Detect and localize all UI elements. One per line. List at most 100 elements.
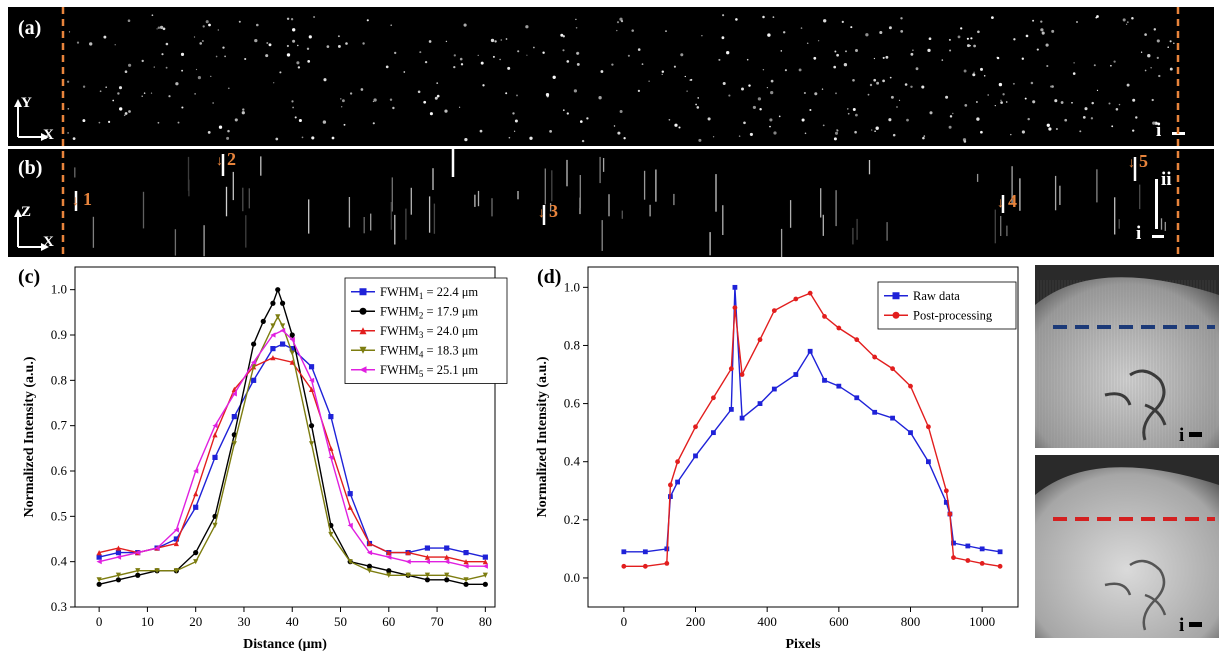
particle-dot	[82, 85, 86, 88]
particle-dot	[119, 107, 123, 111]
particle-dot	[453, 65, 456, 69]
particle-dot	[697, 97, 699, 99]
particle-dot	[841, 20, 844, 24]
particle-dot	[68, 31, 71, 33]
particle-dot	[217, 29, 219, 31]
data-point	[807, 290, 813, 296]
marker-1: ↓ 1	[72, 189, 92, 209]
data-point	[359, 327, 367, 335]
x-tick-label: 1000	[969, 614, 995, 629]
particle-dot	[879, 30, 883, 35]
particle-dot	[1021, 57, 1024, 60]
data-point	[621, 563, 627, 569]
particle-dot	[686, 90, 688, 92]
particle-dot	[562, 35, 565, 38]
data-point	[892, 311, 900, 319]
x-tick-label: 0	[621, 614, 628, 629]
data-point	[366, 568, 373, 574]
particle-dot	[1040, 28, 1044, 32]
particle-dot	[117, 92, 120, 95]
particle-dot	[847, 108, 849, 110]
data-point	[943, 488, 949, 494]
particle-dot	[623, 137, 626, 140]
particle-dot	[748, 84, 751, 87]
particle-dot	[1046, 123, 1050, 127]
particle-dot	[1118, 103, 1121, 106]
particle-dot	[690, 78, 693, 81]
particle-dot	[773, 131, 777, 135]
particle-dot	[910, 85, 913, 89]
particle-dot	[118, 86, 123, 90]
series-group	[96, 355, 488, 565]
data-point	[943, 499, 949, 505]
particle-dot	[695, 103, 697, 106]
particle-dot	[290, 18, 294, 21]
data-point	[711, 395, 716, 401]
particle-dot	[526, 54, 528, 56]
panel-b-label: (b)	[18, 157, 43, 179]
particle-dot	[806, 42, 809, 45]
panel-a-image: (a) Y X i	[8, 7, 1214, 146]
data-point	[308, 441, 315, 447]
particle-dot	[800, 27, 803, 29]
particle-dot	[576, 62, 580, 66]
x-tick-label: 200	[686, 614, 706, 629]
data-point	[890, 366, 895, 372]
particle-dot	[1173, 42, 1175, 44]
particle-dot	[1140, 51, 1143, 53]
particle-dot	[529, 136, 533, 140]
particle-dot	[417, 90, 421, 94]
particle-dot	[579, 120, 583, 123]
particle-dot	[313, 15, 316, 19]
particle-dot	[419, 51, 422, 54]
particle-dot	[1002, 93, 1005, 96]
particle-dot	[458, 106, 461, 108]
data-point	[289, 346, 295, 352]
data-point	[947, 511, 953, 517]
particle-dot	[873, 57, 876, 60]
marker-2-label: 2	[227, 149, 236, 169]
data-point	[675, 479, 680, 485]
particle-dot	[1079, 130, 1082, 133]
particle-dot	[617, 131, 621, 135]
particle-dot	[1156, 39, 1160, 43]
data-point	[675, 459, 680, 465]
particle-dot	[928, 37, 932, 41]
particle-dot	[814, 92, 818, 96]
particle-dot	[949, 49, 952, 52]
data-point	[482, 554, 488, 560]
particle-dot	[613, 125, 616, 127]
data-point	[890, 415, 895, 421]
particle-dot	[892, 133, 896, 137]
particle-dot	[286, 44, 289, 48]
series-line	[98, 356, 486, 563]
particle-dot	[153, 66, 155, 68]
particle-dot	[566, 60, 570, 63]
particle-dot	[494, 40, 497, 43]
particle-dot	[308, 35, 312, 39]
data-point	[854, 337, 860, 343]
particle-dot	[867, 93, 870, 96]
data-point	[347, 559, 353, 565]
particle-dot	[112, 99, 115, 102]
data-point	[193, 491, 199, 497]
particle-dot	[349, 92, 353, 95]
data-point	[212, 423, 218, 429]
particle-dot	[1060, 101, 1064, 104]
particle-dot	[180, 52, 185, 56]
particle-dot	[834, 131, 839, 135]
panel-a-label: (a)	[18, 17, 42, 39]
particle-dot	[648, 80, 650, 82]
particle-dot	[631, 29, 634, 32]
particle-dot	[770, 90, 774, 95]
x-tick-label: 60	[382, 614, 395, 629]
particle-dot	[482, 84, 485, 87]
particle-dot	[464, 137, 468, 142]
particle-dot	[952, 112, 954, 115]
particle-dot	[966, 44, 971, 48]
particle-dot	[1150, 67, 1152, 69]
particle-dot	[1064, 118, 1068, 122]
particle-dot	[769, 118, 773, 122]
x-tick-label: 50	[334, 614, 347, 629]
marker-3-label: 3	[549, 201, 558, 221]
